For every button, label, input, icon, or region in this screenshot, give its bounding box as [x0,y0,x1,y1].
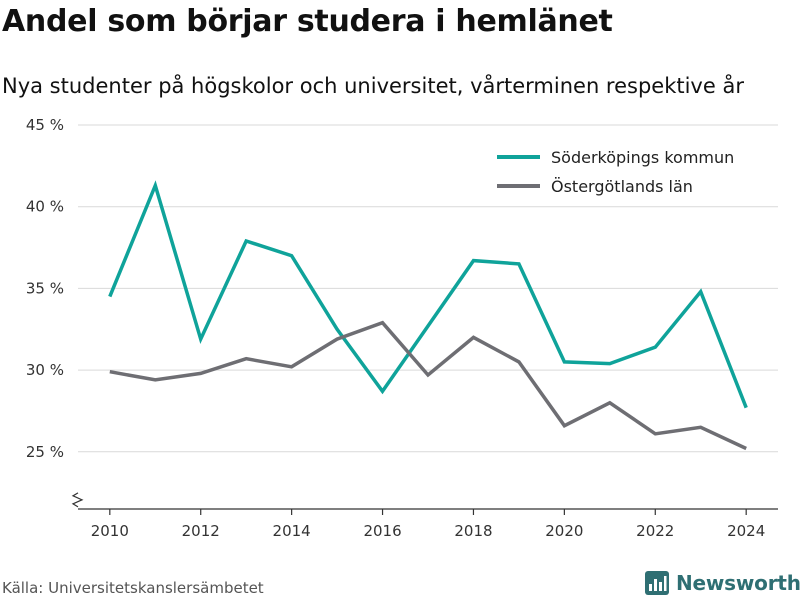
x-tick-label: 2022 [636,522,674,540]
y-tick-label: 30 % [26,361,64,379]
x-tick-label: 2016 [363,522,401,540]
y-tick-label: 25 % [26,443,64,461]
x-axis: 2010 2012 2014 2016 2018 2020 2022 2024 [71,492,778,540]
gridlines [78,124,778,453]
x-tick-label: 2014 [273,522,311,540]
source-note: Källa: Universitetskanslersämbetet [2,579,264,597]
chart-title: Andel som börjar studera i hemlänet [2,4,613,39]
brand-name: Newsworthy [676,571,800,595]
x-tick-label: 2020 [545,522,583,540]
series-lines [108,180,748,451]
y-tick-label: 45 % [26,116,64,134]
y-tick-label: 35 % [26,279,64,297]
brand-logo: Newsworthy [644,570,800,596]
y-tick-label: 40 % [26,198,64,216]
newsworthy-logo-icon [645,571,669,595]
y-axis-ticks: 25 % 30 % 35 % 40 % 45 % [26,116,64,461]
x-tick-label: 2018 [454,522,492,540]
legend-label: Östergötlands län [551,177,693,196]
series-line-2 [109,320,747,451]
chart-subtitle: Nya studenter på högskolor och universit… [2,74,744,98]
axis-break-icon [71,492,84,508]
series-line-1 [108,180,748,409]
legend: Söderköpings kommun Östergötlands län [497,148,734,196]
x-tick-label: 2010 [91,522,129,540]
legend-label: Söderköpings kommun [551,148,734,167]
x-tick-label: 2012 [182,522,220,540]
x-tick-label: 2024 [727,522,765,540]
